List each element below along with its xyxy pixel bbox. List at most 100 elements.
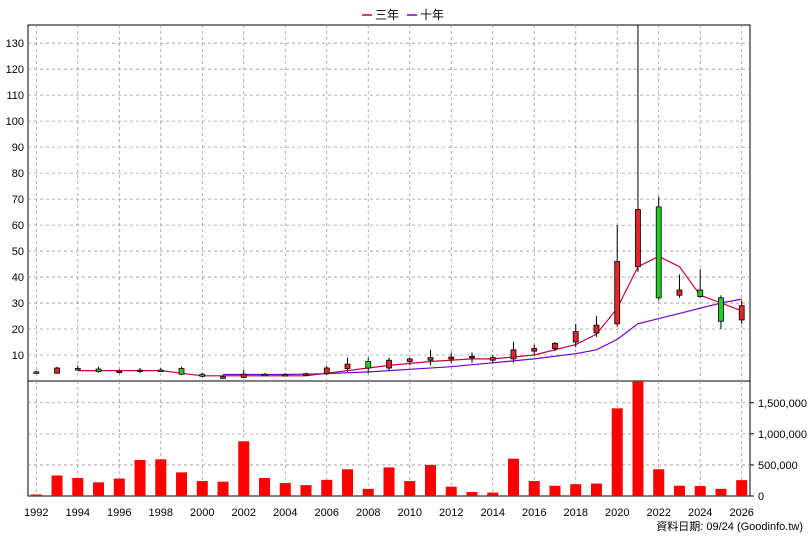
volume-bar [673,485,685,496]
volume-bar [611,408,623,496]
volume-grid [28,381,750,496]
x-tick-label: 2024 [688,507,712,519]
candle-body [697,289,704,297]
candle-body [240,373,247,378]
price-tick-label: 40 [12,272,24,284]
x-tick-label: 2004 [273,507,297,519]
x-tick-label: 1994 [66,507,90,519]
volume-tick-label: 1,500,000 [758,398,807,410]
candle-body [489,357,496,361]
candle-body [303,373,309,376]
x-tick-label: 2018 [563,507,587,519]
volume-bar [715,488,727,496]
price-grid [28,25,750,381]
three-year-line [77,255,742,377]
volume-bar [113,478,125,496]
volume-bar [653,469,665,496]
price-tick-label: 60 [12,220,24,232]
x-tick-label: 2002 [232,507,256,519]
volume-bar [134,459,146,496]
candle-body [261,373,268,377]
volume-bar [632,381,644,496]
candle-body [676,289,683,296]
x-tick-label: 2016 [522,507,546,519]
volume-bar [238,441,250,496]
volume-bar [300,485,312,496]
volume-bar [736,480,748,496]
candle-body [718,297,724,322]
moving-average-lines [77,255,742,377]
x-tick-label: 2010 [398,507,422,519]
x-tick-label: 2008 [356,507,380,519]
candle-body [738,305,745,321]
volume-bar [528,481,540,496]
candle-body [531,348,538,352]
price-tick-label: 30 [12,298,24,310]
x-tick-label: 2022 [646,507,670,519]
candle-body [655,206,662,299]
ten-year-line [223,298,742,376]
x-axis: 1992 1994 1996 1998 2000 2002 2004 2006 2008 2010… [24,507,754,519]
x-tick-label: 2012 [439,507,463,519]
candle-body [157,369,164,372]
volume-bar [570,484,582,496]
volume-tick-label: 0 [758,491,764,503]
candle-body [386,359,392,369]
volume-bar [445,486,457,496]
volume-bars [30,381,748,496]
volume-bar [487,492,499,496]
volume-bar [279,482,291,496]
volume-bar [259,477,271,496]
candle-body [178,368,185,375]
price-tick-label: 100 [6,116,24,128]
volume-y-axis: 0 500,000 1,000,000 1,500,000 [750,398,807,503]
candle-body [572,331,579,343]
candle-body [406,358,413,362]
candle-body [33,371,40,374]
candle-body [95,368,102,373]
x-tick-label: 2006 [315,507,339,519]
x-tick-label: 2026 [729,507,753,519]
price-tick-label: 50 [12,246,24,258]
candle-body [448,356,455,360]
candle-body [54,367,60,374]
price-tick-label: 110 [6,90,24,102]
volume-bar [383,467,395,496]
candle-body [116,370,123,374]
volume-bar [196,481,208,496]
volume-bar [72,477,84,496]
volume-bar [424,464,436,496]
candle-body [344,363,351,369]
candle-body [635,209,641,268]
volume-bar [466,491,478,496]
volume-bar [93,482,105,496]
volume-bar [155,459,167,496]
candle-body [552,342,558,349]
source-note: 資料日期: 09/24 (Goodinfo.tw) [656,519,803,533]
price-tick-label: 90 [12,142,24,154]
candle-body [282,374,289,377]
price-tick-label: 120 [6,64,24,76]
candle-body [427,357,434,361]
x-tick-label: 1996 [107,507,131,519]
volume-tick-label: 1,000,000 [758,429,807,441]
candle-body [510,349,517,360]
legend-label-ten-year: 十年 [420,8,444,22]
candle-body [614,261,621,325]
volume-bar [362,488,374,496]
volume-bar [30,494,42,496]
volume-bar [342,469,354,496]
price-tick-label: 70 [12,194,24,206]
volume-bar [217,481,229,496]
price-tick-label: 80 [12,168,24,180]
x-tick-label: 2014 [480,507,504,519]
x-tick-label: 1992 [24,507,48,519]
x-tick-label: 2020 [605,507,629,519]
volume-bar [549,485,561,496]
legend: 三年 十年 [362,8,444,22]
volume-bar [176,472,188,496]
x-tick-label: 2000 [190,507,214,519]
x-tick-label: 1998 [149,507,173,519]
volume-tick-label: 500,000 [758,460,798,472]
price-y-axis: 10 20 30 40 50 60 70 80 90 100 110 120 130 [6,38,24,362]
